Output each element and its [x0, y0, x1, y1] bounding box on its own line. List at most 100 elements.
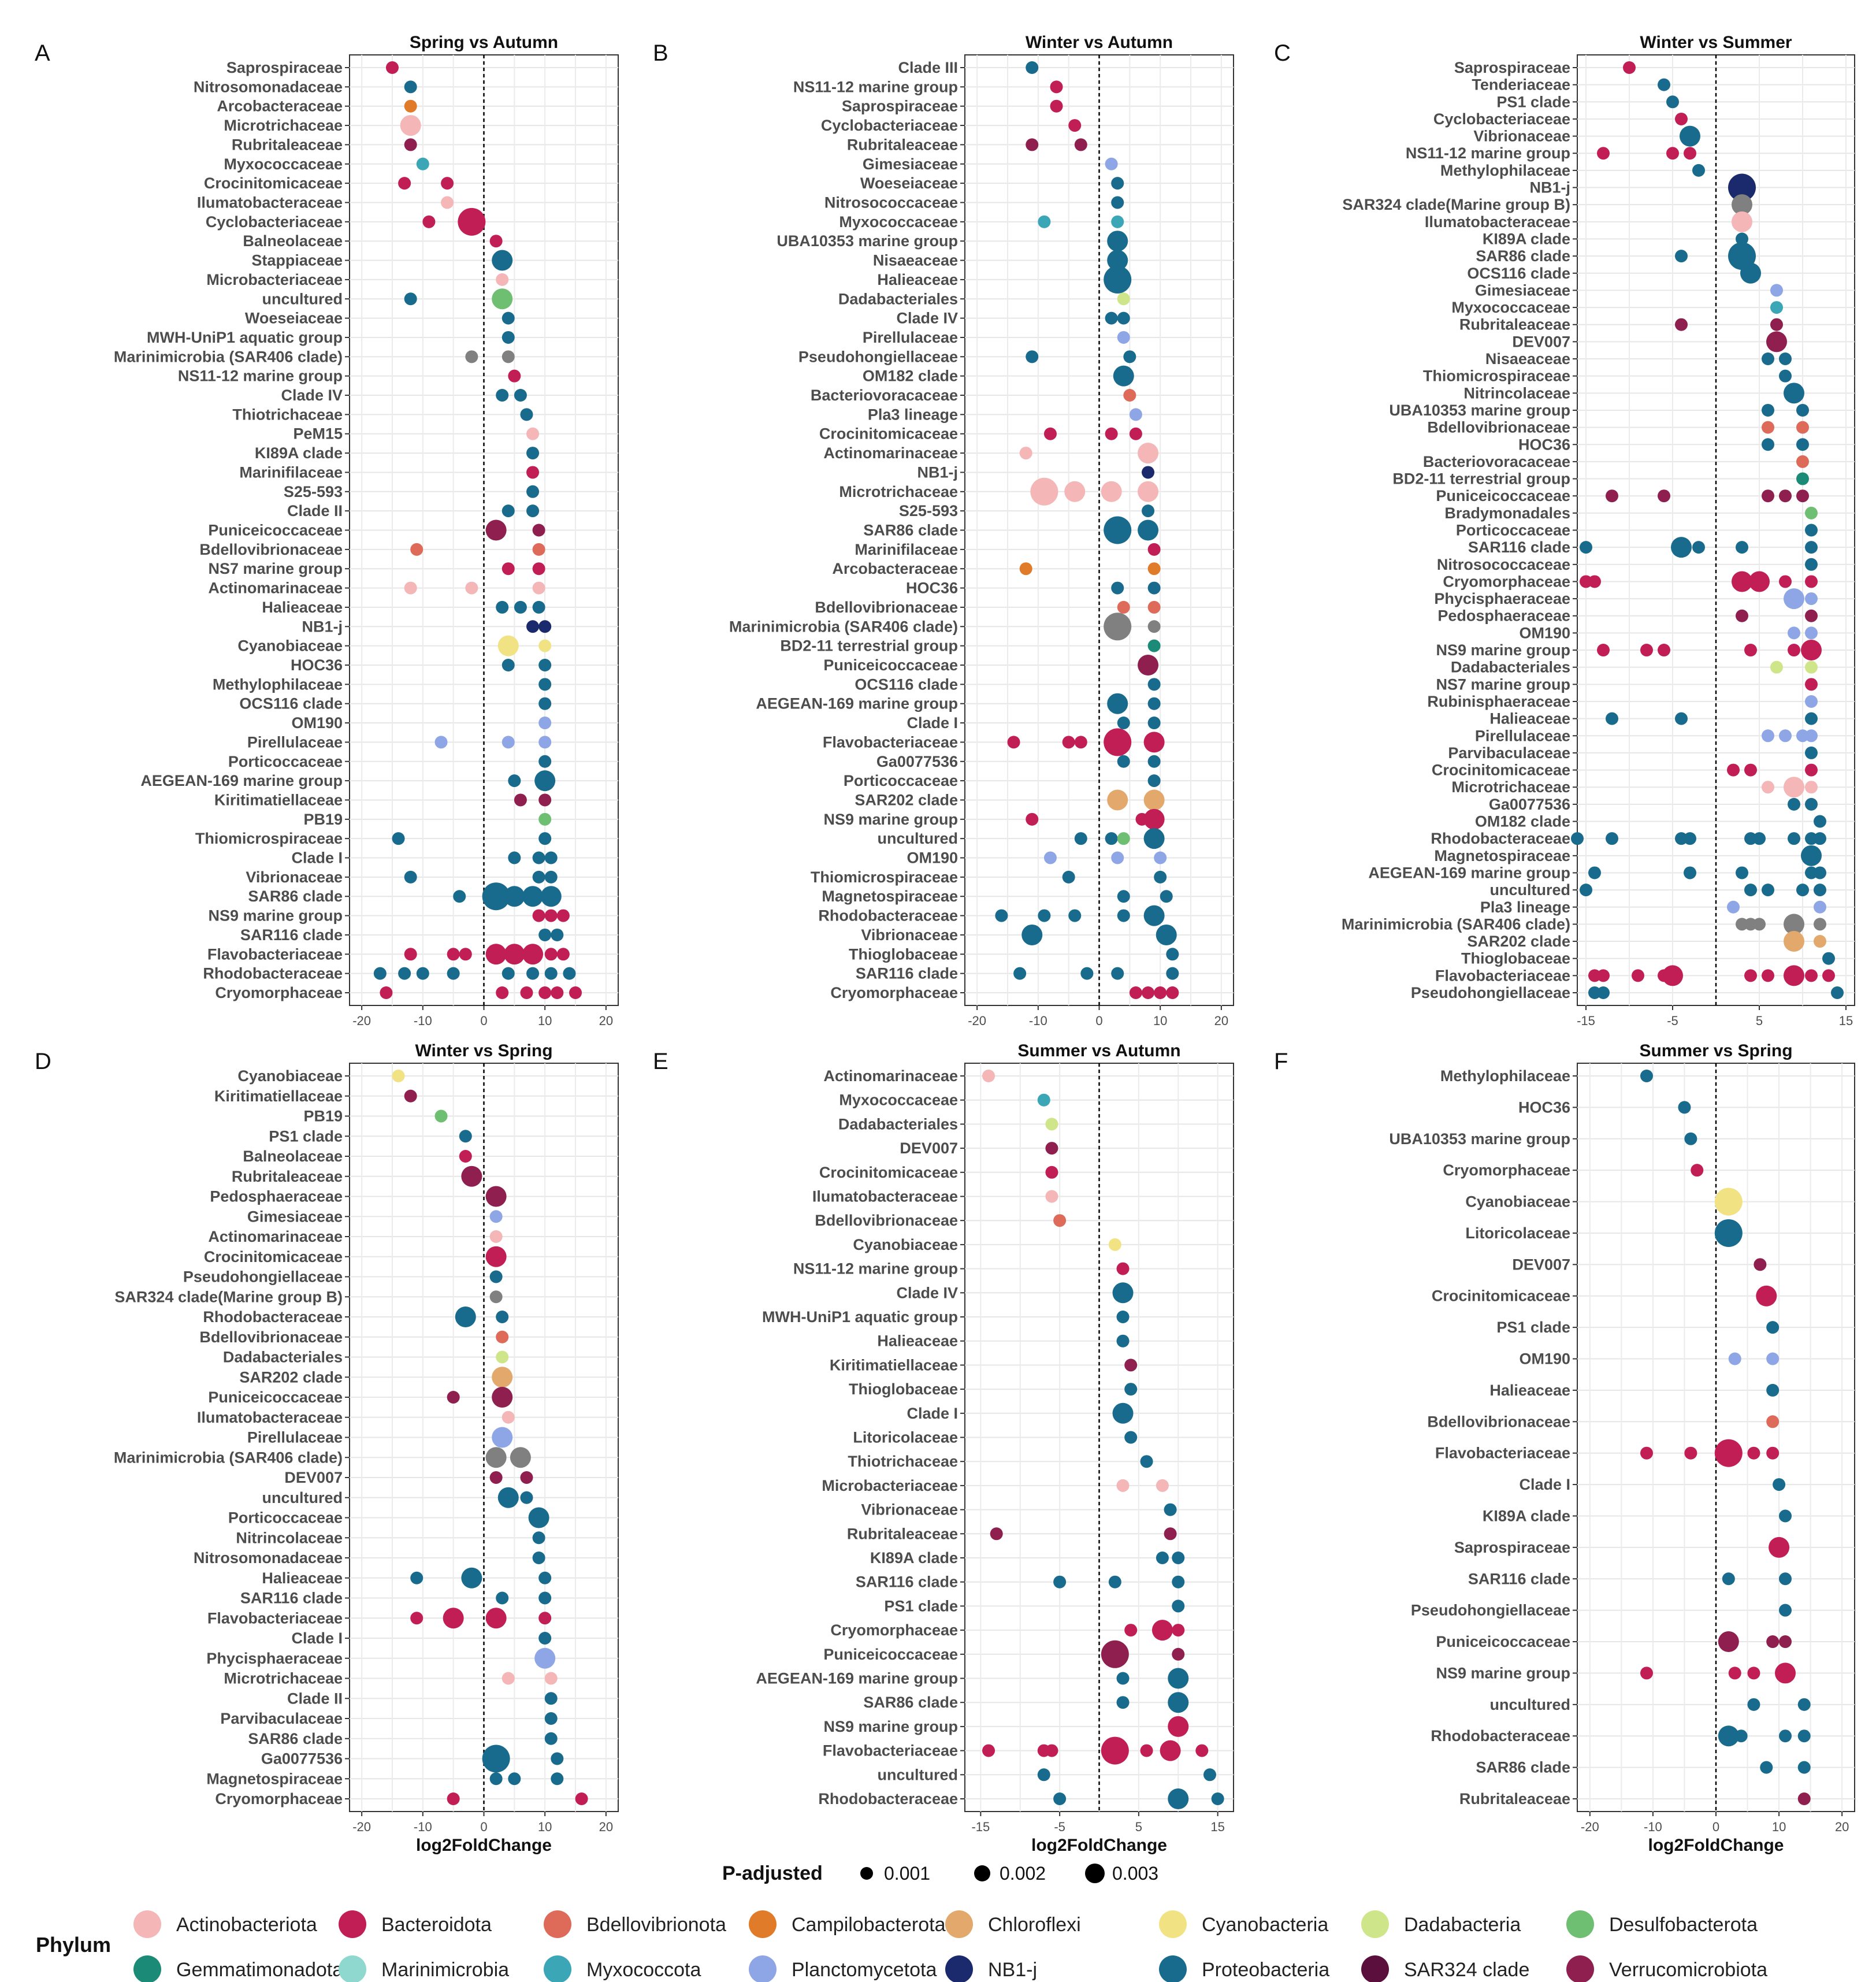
- data-point: [1142, 986, 1155, 999]
- x-tick-label: -15: [1577, 1014, 1595, 1028]
- data-point: [504, 886, 525, 907]
- data-point: [392, 832, 405, 845]
- data-point: [1805, 660, 1818, 674]
- y-tick-label: Bdellovibrionaceae: [815, 1212, 958, 1229]
- data-points: [982, 1070, 1224, 1809]
- y-tick-label: Balneolaceae: [243, 1148, 343, 1165]
- y-tick-label: Pirellulaceae: [1475, 727, 1570, 744]
- y-tick-label: Marinifilaceae: [239, 463, 343, 481]
- y-tick-label: AEGEAN-169 marine group: [1368, 864, 1570, 881]
- data-point: [496, 1350, 509, 1364]
- data-point: [1714, 1439, 1743, 1467]
- y-tick-label: Clade I: [291, 849, 343, 867]
- data-points: [373, 61, 582, 999]
- y-tick-label: Crocinitomicaceae: [819, 425, 958, 443]
- panel-D: D Winter vs Spring Cyanobiaceae Kiritimatie…: [35, 1041, 619, 1855]
- y-tick-label: NS11-12 marine group: [793, 78, 958, 95]
- data-point: [1684, 1132, 1697, 1145]
- panel-B: B Winter vs Autumn Clade III NS11-12 marine…: [653, 33, 1234, 1028]
- data-point: [1606, 832, 1618, 845]
- data-point: [496, 273, 509, 286]
- y-tick-label: Thiotrichaceae: [232, 406, 343, 423]
- data-point: [1684, 147, 1696, 160]
- data-point: [482, 1745, 510, 1773]
- y-tick-label: Actinomarinaceae: [823, 1067, 958, 1085]
- data-point: [501, 562, 515, 576]
- data-point: [1104, 265, 1132, 294]
- data-point: [447, 948, 460, 961]
- data-point: [404, 138, 417, 151]
- data-point: [461, 1166, 482, 1187]
- y-tick-label: Rhodobacteraceae: [1431, 1727, 1570, 1745]
- data-point: [526, 447, 540, 460]
- y-tick-label: Ga0077536: [876, 753, 958, 770]
- data-point: [1747, 1446, 1760, 1460]
- y-tick-label: Pseudohongiellaceae: [1411, 984, 1570, 1001]
- data-point: [1814, 935, 1826, 948]
- y-tick-label: HOC36: [906, 580, 958, 597]
- y-tick-label: OCS116 clade: [1467, 265, 1570, 282]
- y-tick-label: Magnetospiraceae: [1434, 847, 1570, 864]
- padj-legend-label: 0.001: [884, 1863, 930, 1884]
- y-tick-label: Marinimicrobia (SAR406 clade): [114, 348, 343, 365]
- data-point: [416, 967, 429, 980]
- data-point: [556, 948, 570, 961]
- data-point: [1101, 1736, 1129, 1765]
- x-axis: -15 -5 5 15: [971, 1812, 1225, 1834]
- data-point: [1718, 1631, 1739, 1653]
- y-tick-label: Methylophilaceae: [1440, 162, 1570, 179]
- data-point: [1124, 1383, 1138, 1396]
- data-point: [1805, 506, 1818, 519]
- y-tick-label: Nitrosomonadaceae: [194, 1549, 343, 1567]
- y-tick-label: Microtrichaceae: [1451, 778, 1570, 796]
- data-point: [1123, 389, 1136, 402]
- padj-legend-label: 0.003: [1112, 1863, 1158, 1884]
- data-point: [526, 466, 540, 479]
- y-tick-label: Ilumatobacteraceae: [812, 1188, 958, 1205]
- data-point: [1675, 250, 1688, 263]
- data-point: [492, 1427, 513, 1448]
- data-point: [1588, 866, 1601, 879]
- data-point: [459, 1130, 472, 1143]
- y-tick-label: NS9 marine group: [823, 811, 958, 828]
- phylum-legend-key: [945, 1955, 973, 1982]
- data-point: [1784, 588, 1804, 610]
- y-tick-label: Porticoccaceae: [228, 1509, 343, 1527]
- y-tick-label: Pla3 lineage: [1480, 899, 1570, 916]
- x-axis: -20 -10 0 10 20: [352, 1005, 613, 1028]
- y-tick-label: NB1-j: [302, 618, 343, 635]
- phylum-legend-label: Bdellovibrionota: [586, 1914, 726, 1936]
- y-tick-label: Bdellovibrionaceae: [1427, 419, 1570, 436]
- data-point: [1640, 644, 1653, 657]
- data-point: [1728, 1666, 1741, 1680]
- data-point: [982, 1744, 995, 1757]
- data-point: [1142, 504, 1155, 518]
- x-tick-label: 0: [480, 1014, 487, 1028]
- y-tick-label: NS7 marine group: [1436, 675, 1570, 693]
- y-tick-label: PS1 clade: [1496, 1319, 1570, 1336]
- data-point: [532, 1531, 545, 1545]
- y-tick-label: SAR116 clade: [1468, 1570, 1570, 1587]
- panel-E: E Summer vs Autumn Actinomarinaceae Myxococ…: [653, 1041, 1234, 1855]
- y-tick-label: Parvibaculaceae: [1448, 744, 1570, 762]
- data-point: [1117, 600, 1130, 614]
- phylum-legend-key: [544, 1910, 571, 1938]
- data-point: [447, 1792, 460, 1805]
- data-point: [538, 639, 552, 652]
- data-point: [1784, 914, 1804, 935]
- data-point: [1019, 447, 1032, 460]
- data-point: [1732, 211, 1752, 232]
- data-point: [1805, 763, 1818, 777]
- data-point: [501, 736, 515, 749]
- data-point: [1156, 924, 1177, 945]
- y-tick-label: SAR116 clade: [856, 1573, 958, 1591]
- padj-legend-title: P-adjusted: [722, 1862, 823, 1884]
- y-tick-label: Bradymonadales: [1444, 504, 1570, 522]
- data-point: [508, 369, 521, 383]
- data-point: [514, 389, 527, 402]
- data-point: [489, 235, 503, 248]
- y-tick-label: SAR202 clade: [855, 791, 958, 808]
- data-point: [1111, 967, 1124, 980]
- panel-title: Summer vs Spring: [1639, 1041, 1792, 1060]
